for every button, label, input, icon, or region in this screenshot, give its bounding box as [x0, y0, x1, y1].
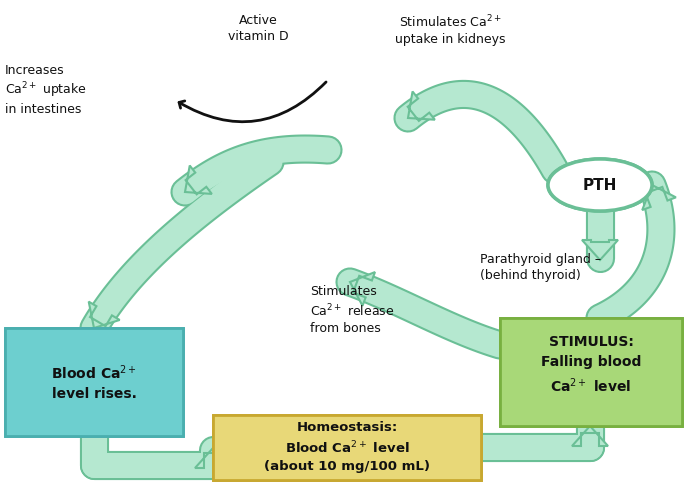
Bar	[500, 318, 682, 426]
Text: Homeostasis:
Blood Ca$^{2+}$ level
(about 10 mg/100 mL): Homeostasis: Blood Ca$^{2+}$ level (abou…	[264, 421, 430, 473]
Bar	[213, 415, 481, 480]
Text: STIMULUS:
Falling blood
Ca$^{2+}$ level: STIMULUS: Falling blood Ca$^{2+}$ level	[541, 335, 641, 395]
FancyArrow shape	[642, 185, 676, 210]
Text: Stimulates Ca$^{2+}$
uptake in kidneys: Stimulates Ca$^{2+}$ uptake in kidneys	[394, 14, 505, 46]
Ellipse shape	[548, 159, 652, 211]
FancyArrow shape	[350, 272, 375, 306]
Ellipse shape	[548, 159, 652, 211]
Text: Parathyroid gland –
(behind thyroid): Parathyroid gland – (behind thyroid)	[480, 253, 601, 283]
Bar	[5, 328, 183, 436]
Text: Increases
Ca$^{2+}$ uptake
in intestines: Increases Ca$^{2+}$ uptake in intestines	[5, 63, 87, 116]
FancyArrow shape	[582, 240, 618, 260]
Text: Stimulates
Ca$^{2+}$ release
from bones: Stimulates Ca$^{2+}$ release from bones	[310, 285, 394, 335]
Bar	[500, 318, 682, 426]
Text: PTH: PTH	[583, 178, 617, 192]
Bar	[213, 415, 481, 480]
Bar	[5, 328, 183, 436]
FancyArrow shape	[195, 448, 231, 468]
FancyArrow shape	[185, 165, 212, 194]
FancyArrow shape	[89, 302, 120, 328]
FancyArrow shape	[408, 91, 435, 121]
Text: Blood Ca$^{2+}$
level rises.: Blood Ca$^{2+}$ level rises.	[51, 363, 137, 401]
FancyArrow shape	[572, 426, 608, 446]
Text: Active
vitamin D: Active vitamin D	[228, 14, 289, 42]
